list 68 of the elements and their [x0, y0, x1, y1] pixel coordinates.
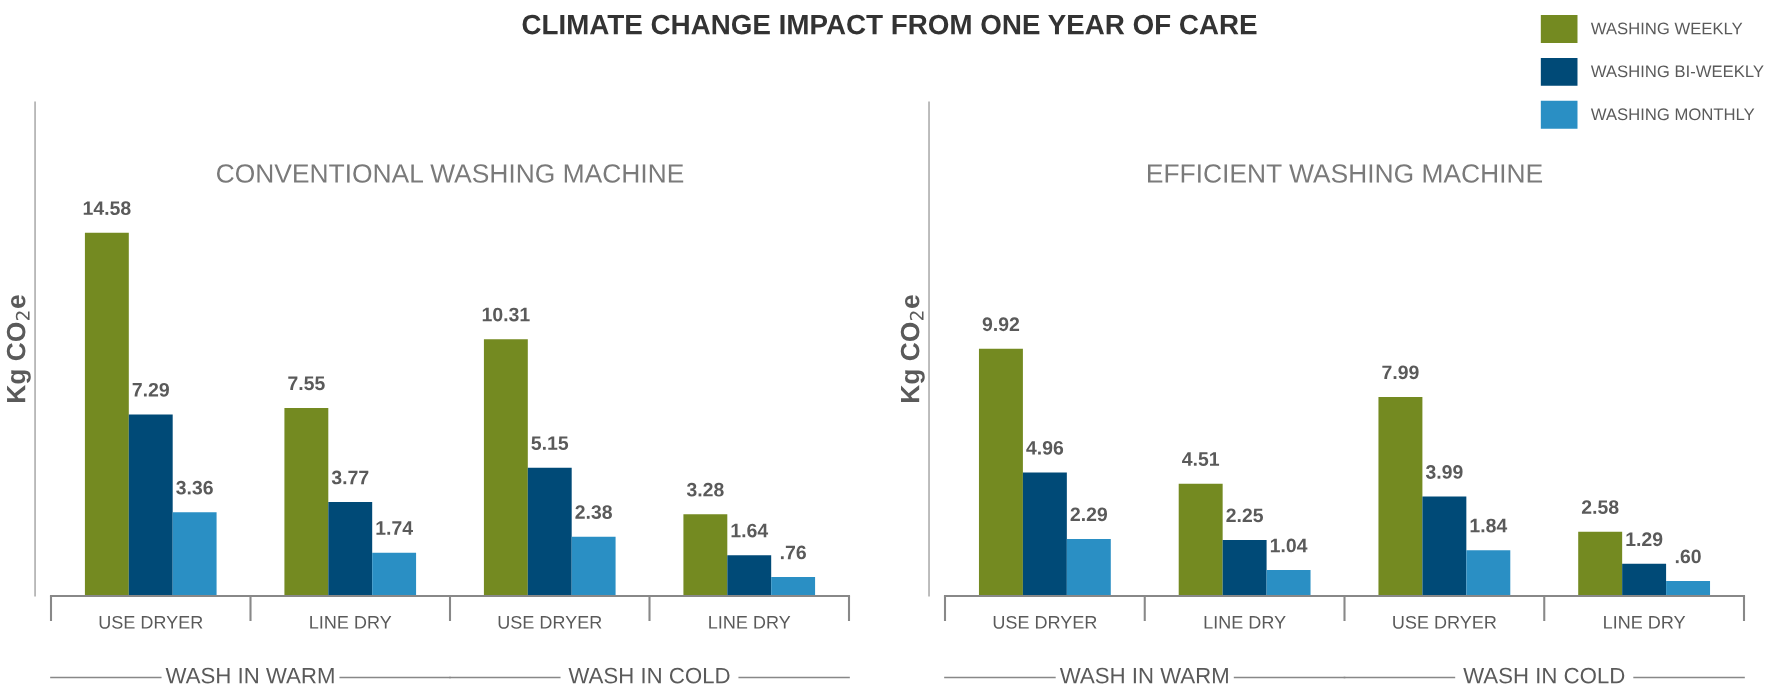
data-label: 5.15	[531, 436, 569, 450]
data-label: 2.29	[1070, 507, 1108, 522]
data-label: 2.25	[1226, 508, 1264, 523]
data-label: 3.99	[1425, 465, 1463, 479]
data-label: .76	[780, 545, 806, 560]
bar	[1022, 472, 1067, 596]
bar	[683, 514, 728, 596]
bar	[328, 502, 373, 596]
data-label: .60	[1675, 549, 1701, 564]
data-label: 7.55	[288, 376, 325, 391]
text: CLIMATE CHANGE IMPACT FROM ONE YEAR OF CARE	[522, 14, 1257, 35]
data-label: 2.58	[1581, 500, 1619, 514]
legend-label: WASHING MONTHLY	[1590, 108, 1755, 121]
data-label: 1.74	[376, 521, 413, 535]
bar	[1422, 496, 1467, 596]
data-label: 1.04	[1270, 538, 1308, 553]
bar	[1222, 539, 1267, 596]
bar	[978, 348, 1023, 596]
bar	[1066, 538, 1111, 596]
data-label: 2.38	[575, 505, 612, 519]
chart-title: EFFICIENT WASHING MACHINE	[1148, 164, 1543, 183]
bar	[727, 555, 772, 596]
data-label: 10.31	[482, 307, 530, 322]
bar	[771, 577, 816, 596]
bar	[1622, 563, 1667, 596]
data-label: 7.99	[1382, 365, 1419, 380]
data-label: 9.92	[982, 317, 1020, 332]
text: WASH IN COLD	[568, 667, 730, 684]
x-tick-label: USE DRYER	[993, 615, 1097, 629]
bar	[1378, 396, 1423, 596]
y-axis-title: Kg CO$_{2}$e	[6, 295, 31, 402]
x-tick-label: LINE DRY	[1604, 616, 1686, 629]
bar	[483, 339, 528, 596]
data-label: 7.29	[132, 382, 169, 397]
bar	[1178, 483, 1223, 596]
bar	[527, 467, 572, 596]
x-tick-label: USE DRYER	[99, 615, 203, 629]
x-tick-label: LINE DRY	[1204, 616, 1286, 629]
bar	[372, 552, 417, 596]
bar	[1578, 531, 1623, 596]
bar	[284, 407, 329, 596]
bar	[571, 536, 616, 596]
x-tick-label: LINE DRY	[310, 616, 392, 629]
bar	[1466, 550, 1511, 596]
data-label: 4.51	[1182, 452, 1220, 466]
bar	[128, 414, 173, 596]
data-label: 3.28	[686, 482, 724, 497]
y-axis-title: Kg CO$_{2}$e	[900, 295, 925, 402]
data-label: 14.58	[83, 201, 131, 216]
data-label: 1.84	[1470, 518, 1508, 533]
x-tick-label: LINE DRY	[709, 616, 791, 629]
data-label: 1.29	[1626, 532, 1663, 547]
bar	[1266, 570, 1311, 596]
bar	[84, 232, 129, 596]
x-tick-label: USE DRYER	[1393, 615, 1497, 629]
legend-label: WASHING BI-WEEKLY	[1590, 65, 1764, 78]
x-tick-label: USE DRYER	[498, 615, 602, 629]
data-label: 3.36	[176, 480, 213, 495]
data-label: 3.77	[331, 470, 369, 485]
text: WASH IN WARM	[1059, 667, 1228, 684]
text: WASH IN WARM	[165, 667, 334, 684]
bar	[172, 512, 217, 596]
data-label: 1.64	[731, 523, 769, 538]
legend-label: WASHING WEEKLY	[1590, 22, 1743, 35]
text: WASH IN COLD	[1463, 667, 1625, 684]
chart-title: CONVENTIONAL WASHING MACHINE	[217, 164, 684, 183]
data-label: 4.96	[1026, 440, 1064, 455]
bar	[1666, 581, 1711, 596]
